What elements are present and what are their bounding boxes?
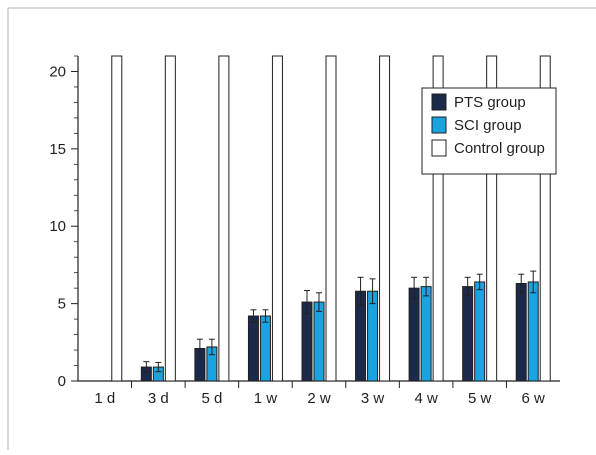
bar — [367, 290, 379, 382]
bar — [247, 315, 259, 382]
bar — [527, 281, 539, 382]
legend: PTS group SCI group Control group — [421, 87, 557, 175]
x-tick-label: 5 w — [468, 390, 492, 407]
x-tick-label: 1 d — [94, 390, 115, 407]
x-tick-label: 3 d — [148, 390, 169, 407]
y-tick-label: 5 — [58, 296, 66, 313]
x-tick-label: 2 w — [307, 390, 331, 407]
bar — [218, 55, 230, 382]
y-tick-label: 20 — [49, 63, 66, 80]
legend-swatch — [431, 139, 447, 157]
bar — [432, 55, 444, 382]
legend-label: Control group — [454, 140, 545, 157]
y-tick-label: 15 — [49, 141, 66, 158]
bar — [408, 287, 420, 382]
bar — [111, 55, 123, 382]
x-tick-label: 1 w — [254, 390, 278, 407]
bar — [313, 301, 325, 382]
bar — [462, 286, 474, 382]
chart-bars — [111, 55, 551, 382]
legend-label: SCI group — [454, 117, 522, 134]
x-tick-label: 4 w — [414, 390, 438, 407]
bar — [379, 55, 391, 382]
x-tick-label: 5 d — [201, 390, 222, 407]
bar — [515, 283, 527, 382]
bar — [259, 315, 271, 382]
bar — [164, 55, 176, 382]
bar — [325, 55, 337, 382]
legend-swatch — [431, 116, 447, 134]
y-tick-label: 0 — [58, 373, 66, 390]
bar — [539, 55, 551, 382]
y-tick-label: 10 — [49, 218, 66, 235]
legend-label: PTS group — [454, 94, 526, 111]
bar — [474, 281, 486, 382]
x-tick-label: 6 w — [522, 390, 546, 407]
bar — [271, 55, 283, 382]
chart-axes: 0 5 10 15 20 1 d 3 d 5 d 1 w 2 w 3 w 4 w 5 w 6 w — [7, 7, 596, 450]
legend-swatch — [431, 93, 447, 111]
bar — [420, 286, 432, 382]
x-tick-label: 3 w — [361, 390, 385, 407]
bar — [486, 55, 498, 382]
